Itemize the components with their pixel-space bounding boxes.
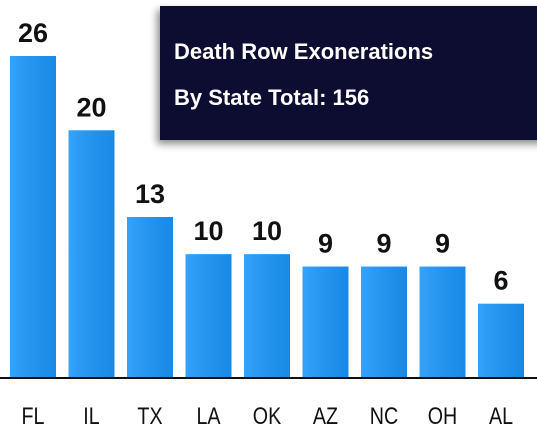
bar-shade (419, 266, 466, 378)
bar-shade (302, 266, 349, 378)
data-label: 26 (18, 18, 48, 48)
bar-shade (10, 56, 56, 378)
x-tick-label: OK (253, 402, 282, 429)
data-label: 10 (252, 216, 282, 246)
bar-shade (127, 217, 173, 378)
x-tick-label: TX (137, 402, 162, 429)
data-label: 6 (493, 266, 508, 296)
x-tick-label: FL (22, 402, 45, 429)
bar-shade (185, 254, 232, 378)
x-tick-label: LA (196, 402, 220, 429)
bar-shade (478, 303, 524, 378)
chart-subtitle: By State Total: 156 (174, 85, 369, 110)
x-tick-label: OH (428, 402, 458, 429)
x-tick-label: AZ (313, 402, 338, 429)
data-label: 9 (435, 229, 450, 259)
x-tick-label: AL (489, 402, 513, 429)
bar-shade (361, 266, 407, 378)
data-label: 9 (318, 229, 333, 259)
x-tick-label: NC (370, 402, 398, 429)
bar-shade (68, 130, 115, 378)
bars (10, 56, 524, 378)
chart-title: Death Row Exonerations (174, 39, 433, 64)
data-label: 10 (193, 216, 223, 246)
bar-shade (244, 254, 290, 378)
x-tick-label: IL (83, 402, 99, 429)
data-label: 20 (76, 92, 106, 122)
data-label: 13 (135, 179, 165, 209)
title-box (160, 6, 537, 140)
data-label: 9 (376, 229, 391, 259)
